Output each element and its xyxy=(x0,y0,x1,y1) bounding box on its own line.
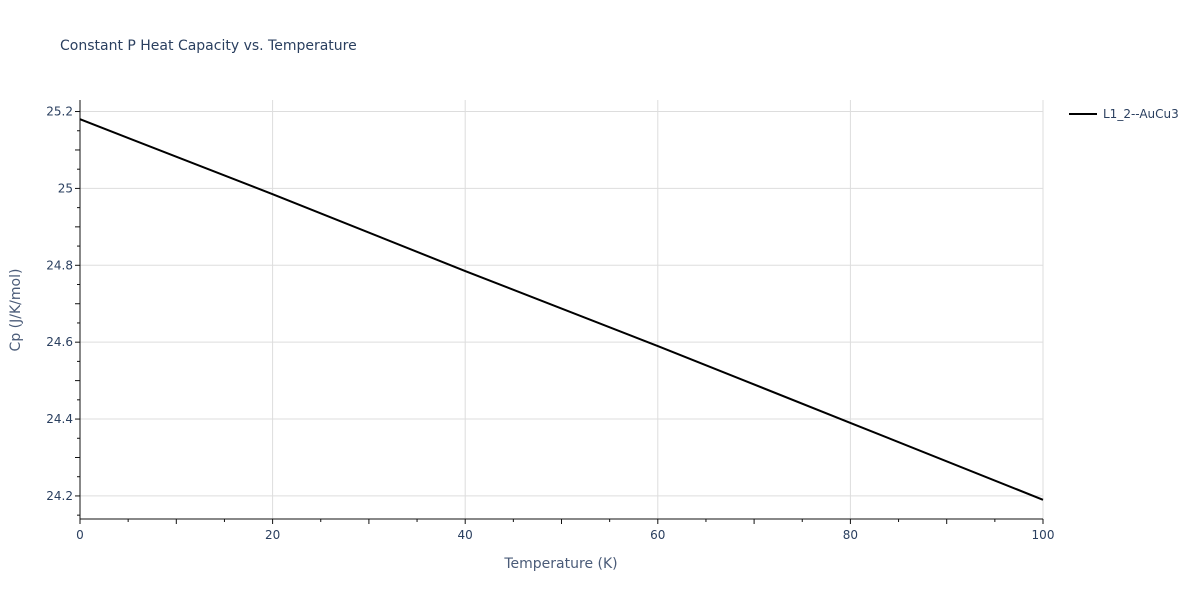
x-tick-label-2: 40 xyxy=(458,528,473,542)
x-tick-label-3: 60 xyxy=(650,528,665,542)
y-tick-label-0: 24.2 xyxy=(46,489,73,503)
legend-label-series-1: L1_2--AuCu3 xyxy=(1103,107,1179,121)
x-tick-label-0: 0 xyxy=(76,528,84,542)
series-line-0 xyxy=(79,118,1044,501)
x-tick-label-4: 80 xyxy=(843,528,858,542)
legend[interactable]: L1_2--AuCu3 xyxy=(1069,107,1179,121)
x-tick-label-5: 100 xyxy=(1032,528,1055,542)
y-tick-label-2: 24.6 xyxy=(46,335,73,349)
series-layer xyxy=(79,118,1044,501)
y-tick-label-5: 25.2 xyxy=(46,105,73,119)
y-tick-label-1: 24.4 xyxy=(46,412,73,426)
y-tick-label-4: 25 xyxy=(58,181,73,195)
axes-layer: 0 20 40 60 80 100 24.2 24.4 24.6 24.8 25 25.2 xyxy=(46,100,1054,542)
x-axis-title: Temperature (K) xyxy=(503,556,617,572)
y-axis-title: Cp (J/K/mol) xyxy=(8,269,24,352)
chart-title: Constant P Heat Capacity vs. Temperature xyxy=(60,38,357,54)
y-tick-label-3: 24.8 xyxy=(46,258,73,272)
grid-layer xyxy=(79,100,1044,519)
x-tick-label-1: 20 xyxy=(265,528,280,542)
